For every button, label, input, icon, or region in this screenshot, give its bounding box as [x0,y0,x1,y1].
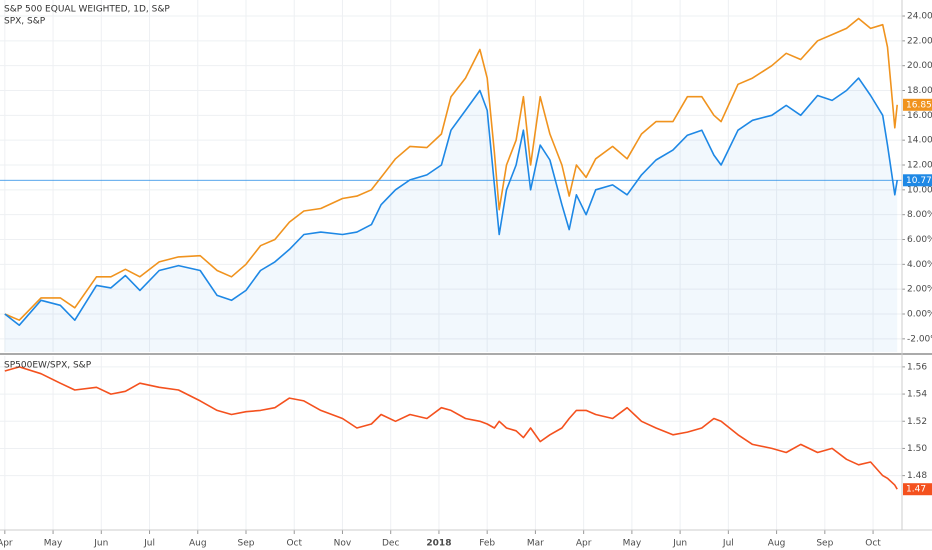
y-tick-label: 1.56 [907,362,927,372]
x-tick-label: Feb [479,539,495,549]
last-value-badge [903,174,932,187]
x-tick-label: Dec [382,539,399,549]
y-tick-label: 1.50 [907,444,927,454]
x-tick-label: Oct [865,539,881,549]
y-tick-label: 14.00% [907,136,932,146]
line [4,17,898,321]
y-tick-label: 22.00% [907,36,932,46]
last-value-badge [903,483,932,496]
area-layer [4,78,898,352]
last-value-label: 16.85% [906,100,932,110]
legend-label: SP500EW/SPX, S&P [4,361,92,371]
x-tick-label: May [623,539,642,549]
y-tick-label: 6.00% [907,235,932,245]
x-tick-label: Jul [722,539,734,549]
x-tick-label: Jun [93,539,108,549]
y-tick-label: 1.54 [907,390,927,400]
x-tick-label: Aug [768,539,786,549]
y-tick-label: 10.00% [907,185,932,195]
y-tick-label: 20.00% [907,61,932,71]
x-tick-label: May [44,539,63,549]
x-tick-label: Jun [672,539,687,549]
line [4,366,898,490]
x-tick-label: Apr [0,539,13,549]
line-layer [0,17,902,490]
y-tick-label: 18.00% [907,86,932,96]
x-tick-label: Sep [816,539,833,549]
last-value-label: 1.47 [906,485,926,495]
x-tick-label: Aug [189,539,207,549]
x-tick-label: Apr [576,539,592,549]
last-value-badge [903,98,932,111]
line [4,77,898,326]
y-tick-label: 1.52 [907,417,927,427]
y-tick-label: 16.00% [907,111,932,121]
y-tick-label: 0.00% [907,310,932,320]
y-tick-label: 8.00% [907,210,932,220]
grid-layer [0,0,902,530]
y-tick-label: -2.00% [907,334,932,344]
x-tick-label: Sep [238,539,255,549]
y-tick-label: 2.00% [907,285,932,295]
x-tick-label: 2018 [426,539,451,549]
y-tick-label: 12.00% [907,161,932,171]
y-tick-label: 24.00% [907,12,932,22]
y-tick-label: 4.00% [907,260,932,270]
legend-label: SPX, S&P [4,17,46,27]
y-tick-label: 1.48 [907,471,927,481]
x-tick-label: Nov [334,539,352,549]
legend-label: S&P 500 EQUAL WEIGHTED, 1D, S&P [4,5,170,15]
x-tick-label: Mar [527,539,544,549]
x-tick-label: Oct [286,539,302,549]
x-tick-label: Jul [143,539,155,549]
area [4,78,898,352]
last-value-label: 10.77% [906,176,932,186]
